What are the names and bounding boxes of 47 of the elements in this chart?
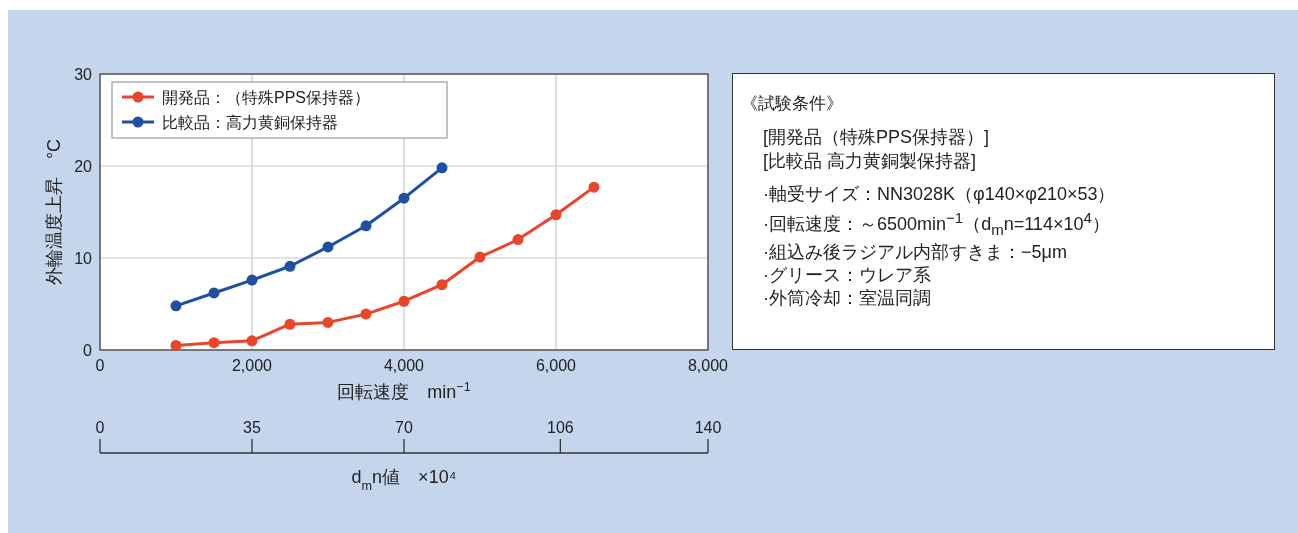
x2-tick-label: 140 (694, 419, 722, 436)
point (550, 209, 562, 221)
point (170, 300, 182, 312)
point (398, 192, 410, 204)
x-tick-label: 8,000 (687, 357, 729, 374)
point (512, 234, 524, 246)
x2-axis-title: d$_{m}$n値 ×10⁴ (351, 467, 457, 493)
text: ·外筒冷却：室温同調 (763, 286, 932, 310)
point (322, 241, 334, 253)
y-axis-title: 外輪温度上昇 °C (44, 138, 64, 286)
text: [比較品 高力黄銅製保持器] (763, 150, 977, 173)
x2-tick-label: 0 (95, 419, 105, 436)
point (360, 220, 372, 232)
y-tick-label: 10 (74, 250, 93, 267)
x-axis-title: 回転速度 min$^{−1}$ (337, 380, 471, 402)
point (360, 308, 372, 320)
y-tick-label: 0 (83, 342, 93, 359)
x-tick-label: 4,000 (383, 357, 425, 374)
point (208, 337, 220, 349)
point (436, 279, 448, 291)
x-tick-label: 6,000 (535, 357, 577, 374)
point (588, 181, 600, 193)
point (246, 274, 258, 286)
x-tick-label: 0 (95, 357, 105, 374)
text: [開発品（特殊PPS保持器）] (763, 126, 991, 149)
text: 《試験条件》 (741, 93, 844, 115)
text: ·回転速度：～6500min$^{−1}$（d$_{m}$n=114×10$^{4}$） (763, 208, 1111, 240)
text: ·グリース：ウレア系 (763, 263, 932, 287)
point (170, 339, 182, 351)
point (322, 316, 334, 328)
x-tick-label: 2,000 (231, 357, 273, 374)
point (284, 260, 296, 272)
point (284, 318, 296, 330)
point (474, 251, 486, 263)
x2-tick-label: 35 (243, 419, 261, 436)
x2-tick-label: 106 (546, 419, 574, 436)
text: ·組込み後ラジアル内部すきま：−5μm (763, 240, 1068, 264)
x2-tick-label: 70 (395, 419, 413, 436)
point (398, 295, 410, 307)
text: ·軸受サイズ：NN3028K（φ140×φ210×53） (763, 183, 1117, 206)
y-tick-label: 20 (74, 158, 93, 175)
point (246, 335, 258, 347)
legend-label: 開発品：（特殊PPS保持器） (162, 89, 371, 106)
legend-label: 比較品：高力黄銅保持器 (162, 114, 338, 131)
point (436, 162, 448, 174)
point (208, 287, 220, 299)
y-tick-label: 30 (74, 66, 93, 83)
